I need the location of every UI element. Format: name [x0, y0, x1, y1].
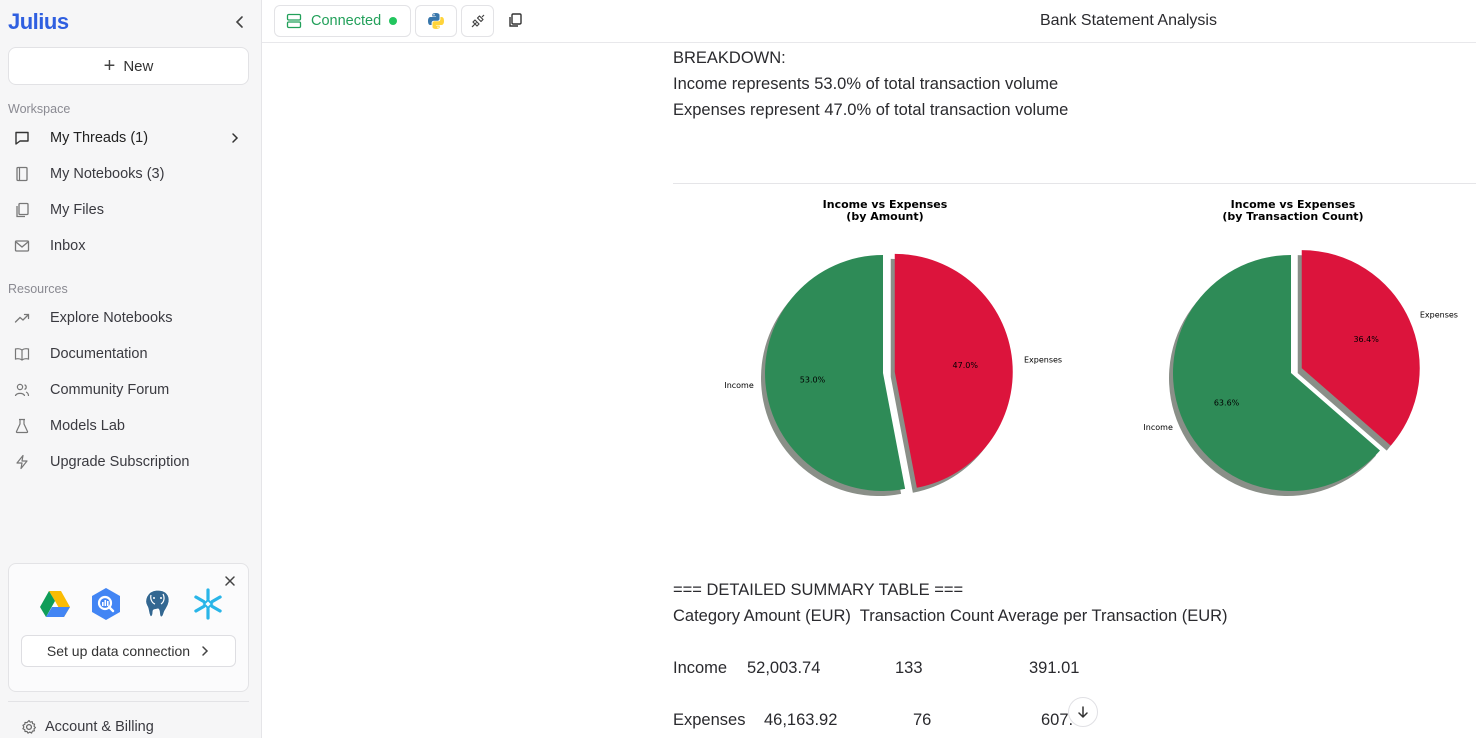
resources-label: Resources [8, 282, 68, 296]
sidebar-divider [8, 701, 249, 702]
sidebar-item-documentation[interactable]: Documentation [8, 338, 249, 370]
top-bar: Connected Bank Statement Analysis [262, 0, 1476, 43]
users-icon [14, 383, 30, 397]
pie-percent-label: 63.6% [1214, 398, 1240, 407]
pie-category-label: Expenses [1420, 310, 1458, 319]
pie-slice-expenses [894, 253, 1013, 488]
new-button-label: New [123, 57, 154, 75]
julius-logo[interactable]: Julius [8, 9, 69, 34]
lightning-icon [16, 454, 28, 470]
collapse-sidebar-icon[interactable] [232, 14, 248, 30]
scroll-to-bottom-button[interactable] [1068, 697, 1098, 727]
pie-category-label: Income [1143, 423, 1173, 432]
expenses-breakdown-line: Expenses represent 47.0% of total transa… [673, 101, 1069, 119]
sidebar-item-upgrade-subscription[interactable]: Upgrade Subscription [8, 446, 249, 478]
sidebar-item-models-lab[interactable]: Models Lab [8, 410, 249, 442]
sidebar-item-my-files[interactable]: My Files [8, 194, 249, 226]
sidebar-item-label: Models Lab [50, 418, 125, 434]
summary-table-heading: === DETAILED SUMMARY TABLE === [673, 581, 964, 599]
chart-title: Income vs Expenses [823, 198, 948, 211]
workspace-label: Workspace [8, 102, 71, 116]
page-title: Bank Statement Analysis [1040, 12, 1217, 29]
table-cell-count: 76 [913, 711, 932, 729]
mail-icon [14, 240, 30, 252]
table-cell-average: 607. [1041, 711, 1074, 729]
output-divider [673, 183, 1476, 184]
sidebar-item-my-threads[interactable]: My Threads (1) [8, 122, 249, 154]
sidebar-item-label: Inbox [50, 238, 86, 254]
plus-icon: + [103, 55, 116, 77]
pie-category-label: Expenses [1024, 356, 1062, 365]
connected-label: Connected [311, 13, 382, 29]
table-cell-category: Expenses [673, 711, 746, 729]
python-icon [428, 13, 444, 29]
sidebar-item-label: Upgrade Subscription [50, 454, 190, 470]
status-dot [389, 17, 398, 25]
sidebar-item-label: Documentation [50, 346, 148, 362]
pie-slice-expenses [1301, 250, 1420, 446]
sidebar: Julius + New Workspace My Threads (1) My… [0, 0, 262, 738]
sidebar-item-my-notebooks[interactable]: My Notebooks (3) [8, 158, 249, 190]
table-cell-amount: 46,163.92 [764, 711, 838, 729]
pie-percent-label: 53.0% [800, 376, 826, 385]
table-cell-amount: 52,003.74 [747, 659, 821, 677]
chart-title: (by Transaction Count) [1222, 210, 1363, 223]
trending-icon [14, 313, 30, 323]
chart-title: (by Amount) [846, 210, 923, 223]
postgresql-icon [145, 589, 170, 618]
close-icon[interactable] [224, 575, 236, 587]
table-cell-average: 391.01 [1029, 659, 1080, 677]
data-connection-card: Set up data connection [8, 563, 249, 692]
arrow-down-icon [1078, 706, 1088, 718]
chat-bubble-icon [15, 131, 29, 145]
setup-data-connection-label: Set up data connection [46, 643, 191, 659]
chevron-right-icon [202, 646, 209, 656]
notebook-icon [16, 166, 28, 182]
table-cell-count: 133 [895, 659, 923, 677]
pie-slice-income [1173, 255, 1381, 491]
pie-slice-income [764, 255, 906, 491]
pie-percent-label: 36.4% [1353, 335, 1379, 344]
disconnect-button[interactable] [461, 5, 494, 37]
snowflake-icon [194, 588, 222, 620]
new-button[interactable]: + New [8, 47, 249, 85]
account-billing-link[interactable]: Account & Billing [8, 714, 154, 740]
sidebar-item-label: My Threads (1) [50, 130, 149, 146]
unplug-icon [471, 14, 484, 28]
setup-data-connection-button[interactable]: Set up data connection [21, 635, 236, 667]
python-kernel-button[interactable] [415, 5, 457, 37]
table-cell-category: Income [673, 659, 728, 677]
breakdown-heading: BREAKDOWN: [673, 49, 786, 67]
gear-icon [22, 719, 37, 734]
chart-title: Income vs Expenses [1231, 198, 1356, 211]
book-icon [14, 348, 30, 361]
server-icon [286, 13, 302, 29]
google-drive-icon [40, 591, 70, 617]
pie-category-label: Income [724, 381, 754, 390]
files-icon [16, 202, 29, 218]
connected-status-button[interactable]: Connected [274, 5, 411, 37]
bigquery-icon [92, 588, 120, 620]
summary-table-header: Category Amount (EUR) Transaction Count … [673, 607, 1228, 625]
sidebar-item-explore-notebooks[interactable]: Explore Notebooks [8, 302, 249, 334]
chevron-right-icon [232, 133, 239, 143]
sidebar-item-label: My Notebooks (3) [50, 166, 165, 182]
sidebar-item-label: Community Forum [50, 382, 170, 398]
sidebar-item-inbox[interactable]: Inbox [8, 230, 249, 262]
sidebar-item-label: My Files [50, 202, 104, 218]
flask-icon [15, 418, 29, 434]
account-billing-label: Account & Billing [45, 719, 154, 735]
sidebar-item-label: Explore Notebooks [50, 310, 173, 326]
income-breakdown-line: Income represents 53.0% of total transac… [673, 75, 1059, 93]
sidebar-item-community-forum[interactable]: Community Forum [8, 374, 249, 406]
pie-charts-figure: Income vs Expenses(by Amount)Income53.0%… [724, 198, 1458, 496]
pie-percent-label: 47.0% [953, 361, 979, 370]
copy-icon[interactable] [507, 12, 523, 28]
